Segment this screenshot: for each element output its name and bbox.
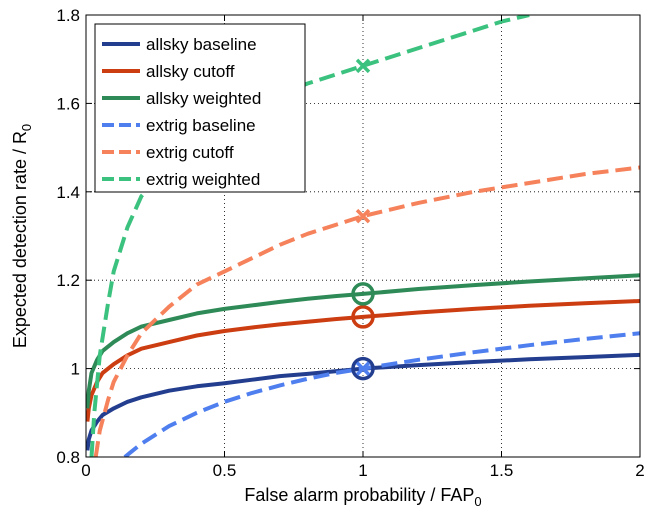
- legend-label-allsky-cutoff: allsky cutoff: [146, 62, 235, 81]
- series-line-extrig-weighted: [89, 15, 530, 457]
- y-tick-label: 1.8: [56, 6, 80, 25]
- legend-items: allsky baseline allsky cutoff allsky weigh…: [102, 35, 261, 189]
- y-tick-label: 1: [71, 360, 80, 379]
- legend-label-allsky-weighted: allsky weighted: [146, 89, 261, 108]
- y-tick-label: 1.6: [56, 94, 80, 113]
- y-tick-label: 0.8: [56, 448, 80, 467]
- marker-extrig-baseline: [355, 361, 371, 376]
- tick-labels: 0 0.5 1 1.5 2 0.8 1 1.2 1.4 1.6 1.8: [56, 6, 644, 480]
- x-axis-label-text: False alarm probability / FAP: [244, 485, 474, 505]
- legend-label-extrig-weighted: extrig weighted: [146, 170, 260, 189]
- series-line-extrig-baseline: [123, 331, 640, 457]
- legend-label-extrig-baseline: extrig baseline: [146, 116, 256, 135]
- series-group: [86, 15, 640, 457]
- x-axis-label-subscript: 0: [474, 494, 481, 509]
- y-tick-label: 1.2: [56, 271, 80, 290]
- x-tick-label: 2: [635, 461, 644, 480]
- legend-label-extrig-cutoff: extrig cutoff: [146, 143, 234, 162]
- legend: allsky baseline allsky cutoff allsky weigh…: [94, 23, 306, 193]
- marker-allsky-baseline: [351, 356, 375, 381]
- marker-extrig-cutoff: [355, 208, 371, 224]
- series-line-extrig-cutoff: [93, 165, 640, 457]
- y-tick-label: 1.4: [56, 183, 80, 202]
- legend-box: [94, 23, 306, 193]
- tick-marks: [85, 14, 641, 458]
- series-line-allsky-baseline: [86, 352, 640, 451]
- marker-group: [351, 58, 375, 381]
- marker-allsky-weighted: [351, 282, 375, 306]
- x-tick-label: 0: [81, 461, 90, 480]
- legend-label-allsky-baseline: allsky baseline: [146, 35, 257, 54]
- marker-allsky-cutoff: [351, 305, 375, 329]
- marker-extrig-weighted: [355, 58, 371, 74]
- x-tick-label: 1.5: [490, 461, 514, 480]
- x-axis-label: False alarm probability / FAP0: [244, 485, 481, 509]
- y-axis-label-text: Expected detection rate / R: [10, 131, 30, 348]
- y-axis-label-subscript: 0: [19, 124, 34, 131]
- x-tick-label: 1: [358, 461, 367, 480]
- y-axis-label: Expected detection rate / R0: [10, 124, 34, 348]
- x-tick-label: 0.5: [213, 461, 237, 480]
